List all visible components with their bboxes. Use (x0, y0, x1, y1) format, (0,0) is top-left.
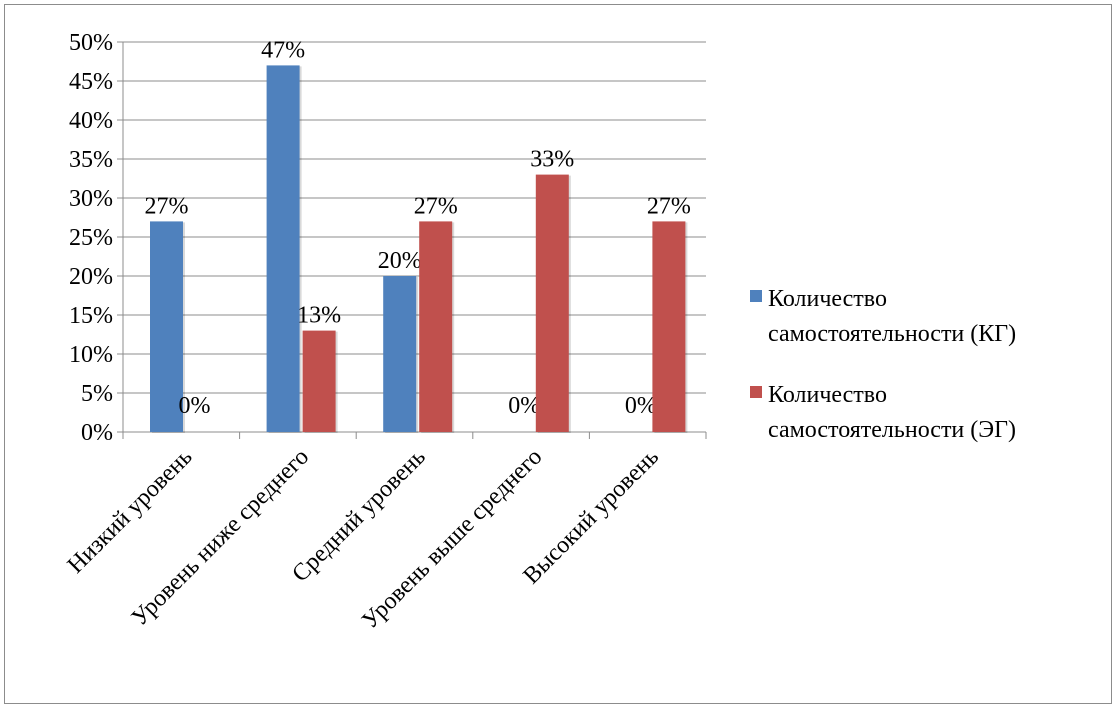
bar (383, 276, 417, 432)
y-tick-label: 10% (69, 342, 113, 368)
data-label: 47% (261, 37, 305, 63)
data-label: 27% (414, 193, 458, 219)
legend-label-line2: самостоятельности (КГ) (768, 321, 1016, 347)
data-label: 13% (297, 303, 341, 329)
bar (302, 330, 336, 432)
y-tick-label: 15% (69, 303, 113, 329)
x-category-label: Низкий уровень (63, 444, 198, 579)
data-label: 33% (530, 147, 574, 173)
y-tick-label: 30% (69, 186, 113, 212)
data-label: 27% (647, 193, 691, 219)
bar (150, 221, 183, 432)
legend-swatch (750, 290, 762, 302)
data-label: 20% (378, 248, 422, 274)
legend-label-line2: самостоятельности (ЭГ) (768, 417, 1016, 443)
y-tick-label: 5% (81, 381, 113, 407)
y-tick-label: 0% (81, 420, 113, 446)
data-label: 0% (179, 393, 211, 419)
y-tick-label: 45% (69, 69, 113, 95)
data-label: 0% (508, 393, 540, 419)
y-tick-label: 20% (69, 264, 113, 290)
y-tick-label: 25% (69, 225, 113, 251)
bar (652, 221, 686, 432)
legend-label-line1: Количество (768, 382, 887, 408)
legend-swatch (750, 386, 762, 398)
legend-label-line1: Количество (768, 286, 887, 312)
bar (535, 174, 569, 432)
y-tick-label: 35% (69, 147, 113, 173)
y-tick-label: 40% (69, 108, 113, 134)
y-tick-label: 50% (69, 30, 113, 56)
data-label: 27% (145, 193, 189, 219)
bar (419, 221, 453, 432)
data-label: 0% (625, 393, 657, 419)
bar (266, 65, 300, 433)
